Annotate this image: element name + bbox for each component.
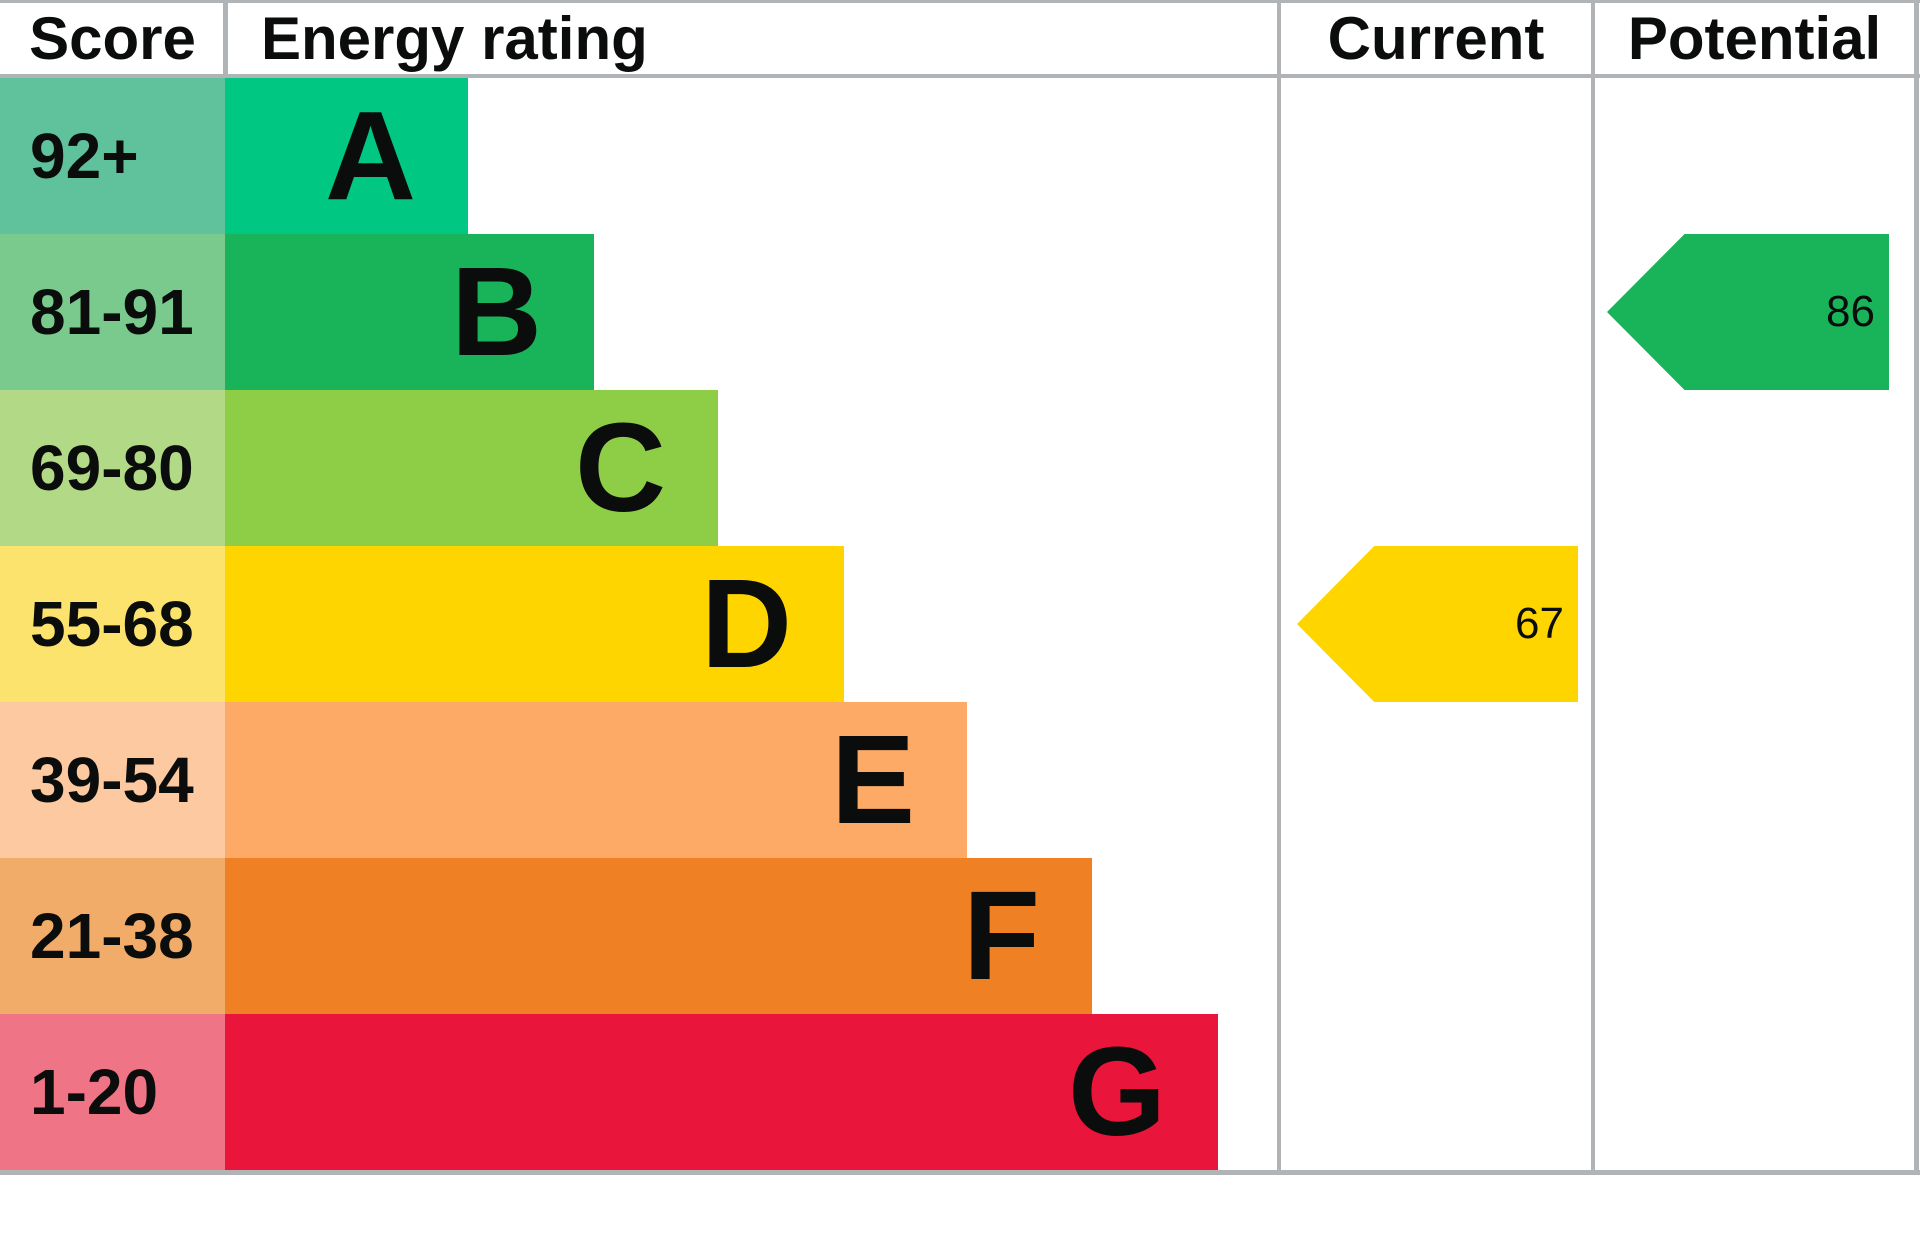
band-letter-g: G — [1067, 1021, 1166, 1162]
potential-column-divider — [1591, 0, 1595, 1175]
band-row-a: 92+ A — [0, 78, 1277, 234]
current-column-divider — [1277, 0, 1281, 1175]
band-bar-d: D — [225, 546, 844, 702]
score-range-a: 92+ — [0, 78, 225, 234]
band-bar-g: G — [225, 1014, 1218, 1170]
header-current: Current — [1327, 5, 1545, 72]
header-bottom-border — [0, 74, 1920, 78]
band-bar-a: A — [225, 78, 468, 234]
score-range-d: 55-68 — [0, 546, 225, 702]
current-rating-arrow: 67 — [1297, 546, 1578, 702]
header-energy-rating: Energy rating — [261, 5, 648, 72]
score-range-f: 21-38 — [0, 858, 225, 1014]
table-right-border — [1914, 0, 1919, 1175]
band-row-e: 39-54 E — [0, 702, 1277, 858]
table-bottom-border — [0, 1170, 1920, 1175]
table-top-border — [0, 0, 1920, 3]
band-bar-b: B — [225, 234, 594, 390]
header-potential: Potential — [1627, 5, 1882, 72]
score-range-b: 81-91 — [0, 234, 225, 390]
score-range-g: 1-20 — [0, 1014, 225, 1170]
band-row-d: 55-68 D — [0, 546, 1277, 702]
current-rating-value: 67 — [1515, 599, 1564, 648]
band-bar-c: C — [225, 390, 718, 546]
band-letter-e: E — [830, 709, 915, 850]
band-bar-e: E — [225, 702, 967, 858]
potential-rating-arrow: 86 — [1607, 234, 1889, 390]
score-column-divider — [223, 0, 228, 78]
potential-rating-value: 86 — [1826, 287, 1875, 336]
band-row-b: 81-91 B — [0, 234, 1277, 390]
band-letter-f: F — [963, 865, 1040, 1006]
band-letter-d: D — [701, 553, 792, 694]
band-letter-b: B — [451, 241, 542, 382]
band-row-c: 69-80 C — [0, 390, 1277, 546]
score-range-e: 39-54 — [0, 702, 225, 858]
header-score: Score — [29, 5, 196, 72]
band-letter-a: A — [325, 85, 416, 226]
band-bar-f: F — [225, 858, 1092, 1014]
score-range-c: 69-80 — [0, 390, 225, 546]
band-letter-c: C — [575, 397, 666, 538]
band-row-f: 21-38 F — [0, 858, 1277, 1014]
band-row-g: 1-20 G — [0, 1014, 1277, 1170]
